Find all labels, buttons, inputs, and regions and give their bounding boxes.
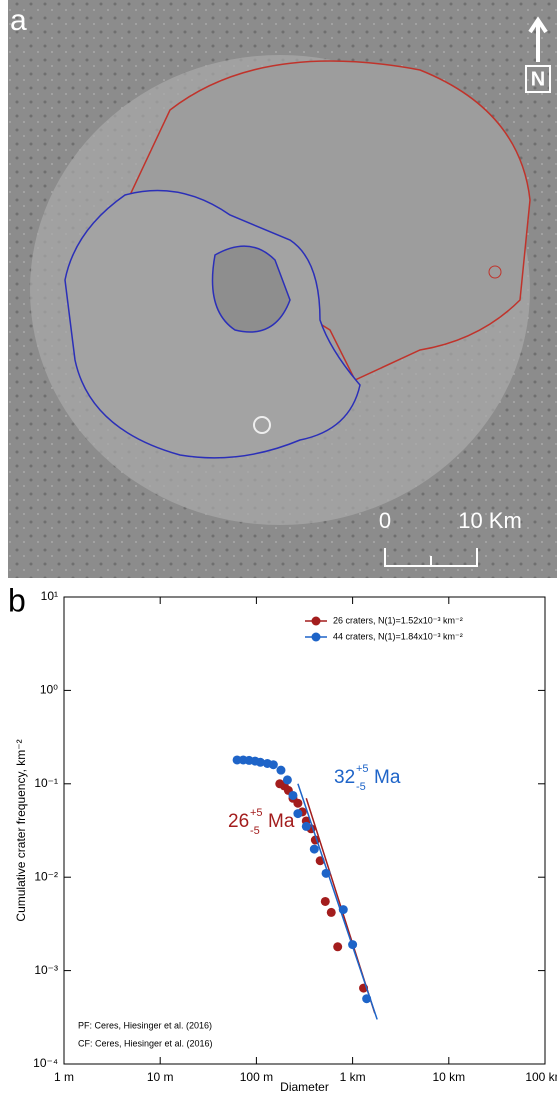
x-tick-label: 1 km [340,1070,366,1084]
data-point [269,760,278,769]
data-point [310,845,319,854]
x-axis-label: Diameter [280,1080,329,1094]
y-tick-label: 10⁻² [34,869,58,883]
y-tick-label: 10⁻⁴ [33,1056,58,1070]
data-point [327,908,336,917]
age-minus: -5 [250,825,260,837]
x-tick-label: 10 m [147,1070,174,1084]
north-label: N [531,68,545,90]
y-axis-label: Cumulative crater frequency, km⁻² [14,739,28,921]
age-unit: Ma [374,767,401,788]
x-tick-label: 10 km [432,1070,465,1084]
footnote: PF: Ceres, Hiesinger et al. (2016) [78,1020,212,1030]
scale-end: 10 Km [458,508,522,533]
data-point [339,905,348,914]
data-point [302,822,311,831]
age-value: 26 [228,811,249,832]
panel-a: a N 0 10 Km [8,0,557,578]
data-point [276,766,285,775]
x-tick-label: 100 m [240,1070,273,1084]
legend-label: 44 craters, N(1)=1.84x10⁻³ km⁻² [333,631,463,641]
data-point [293,799,302,808]
x-tick-label: 1 m [54,1070,74,1084]
figure: a N 0 10 Km b 1 m 10 m 100 m 1 km 10 km 100 k… [0,0,557,1095]
age-plus: +5 [250,807,263,819]
x-tick-label: 100 km [525,1070,557,1084]
fit-line [298,784,377,1020]
y-tick-label: 10⁻³ [34,963,58,977]
legend-label: 26 craters, N(1)=1.52x10⁻³ km⁻² [333,615,463,625]
scale-start: 0 [379,508,391,533]
age-plus: +5 [356,763,369,775]
y-tick-label: 10⁰ [40,683,58,697]
panel-label: a [10,4,27,37]
age-minus: -5 [356,781,366,793]
y-tick-label: 10⁻¹ [34,776,58,790]
y-tick-label: 10¹ [41,589,58,603]
age-unit: Ma [268,811,295,832]
footnote: CF: Ceres, Hiesinger et al. (2016) [78,1038,213,1048]
data-point [333,942,342,951]
legend-marker [312,617,321,626]
data-point [348,940,357,949]
data-point [293,809,302,818]
age-value: 32 [334,767,355,788]
legend-marker [312,633,321,642]
data-point [283,775,292,784]
data-point [322,869,331,878]
data-point [362,994,371,1003]
page: a N 0 10 Km b 1 m 10 m 100 m 1 km 10 km 100 k… [0,0,557,1100]
data-point [288,791,297,800]
panel-label: b [8,582,26,618]
data-point [321,897,330,906]
